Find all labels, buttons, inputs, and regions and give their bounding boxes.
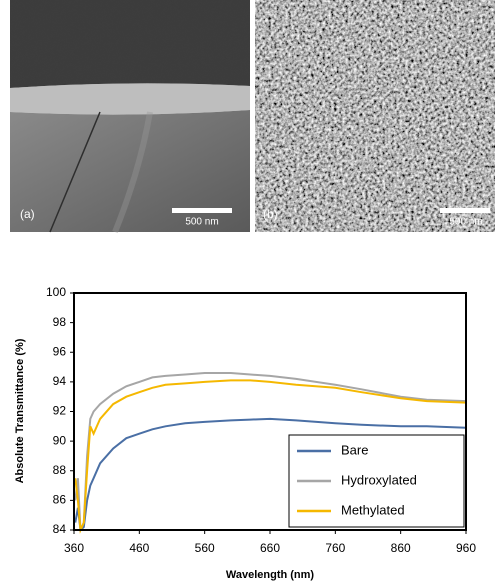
y-tick-label: 94 bbox=[53, 374, 67, 388]
x-tick-label: 660 bbox=[260, 541, 280, 555]
legend-label: Methylated bbox=[341, 502, 405, 517]
y-tick-label: 98 bbox=[53, 315, 67, 329]
legend-label: Bare bbox=[341, 442, 368, 457]
y-tick-label: 84 bbox=[53, 522, 67, 536]
x-tick-label: 960 bbox=[456, 541, 476, 555]
y-tick-label: 86 bbox=[53, 493, 67, 507]
y-tick-label: 96 bbox=[53, 344, 67, 358]
scale-bar-label: 500 nm bbox=[449, 217, 482, 228]
y-axis-label: Absolute Transmittance (%) bbox=[14, 338, 26, 483]
y-tick-label: 100 bbox=[46, 285, 66, 299]
plot-frame bbox=[73, 292, 467, 531]
series-line bbox=[74, 417, 467, 533]
scale-bar-label: 500 nm bbox=[185, 217, 218, 228]
y-tick-label: 92 bbox=[53, 404, 67, 418]
series-line bbox=[74, 379, 467, 534]
x-tick-label: 560 bbox=[195, 541, 215, 555]
x-tick-label: 460 bbox=[129, 541, 149, 555]
sem-image-b: 500 nm (b) bbox=[255, 0, 495, 232]
panel-label: (b) bbox=[263, 207, 278, 221]
y-tick-label: 88 bbox=[53, 463, 67, 477]
legend-label: Hydroxylated bbox=[341, 472, 417, 487]
x-tick-label: 760 bbox=[325, 541, 345, 555]
x-tick-label: 360 bbox=[64, 541, 84, 555]
x-axis-label: Wavelength (nm) bbox=[226, 569, 315, 581]
x-tick-label: 860 bbox=[391, 541, 411, 555]
y-tick-label: 90 bbox=[53, 433, 67, 447]
panel-label: (a) bbox=[20, 207, 35, 221]
sem-image-a: 500 nm (a) bbox=[10, 0, 250, 234]
chart: Absolute Transmittance (%) Wavelength (n… bbox=[14, 285, 476, 581]
